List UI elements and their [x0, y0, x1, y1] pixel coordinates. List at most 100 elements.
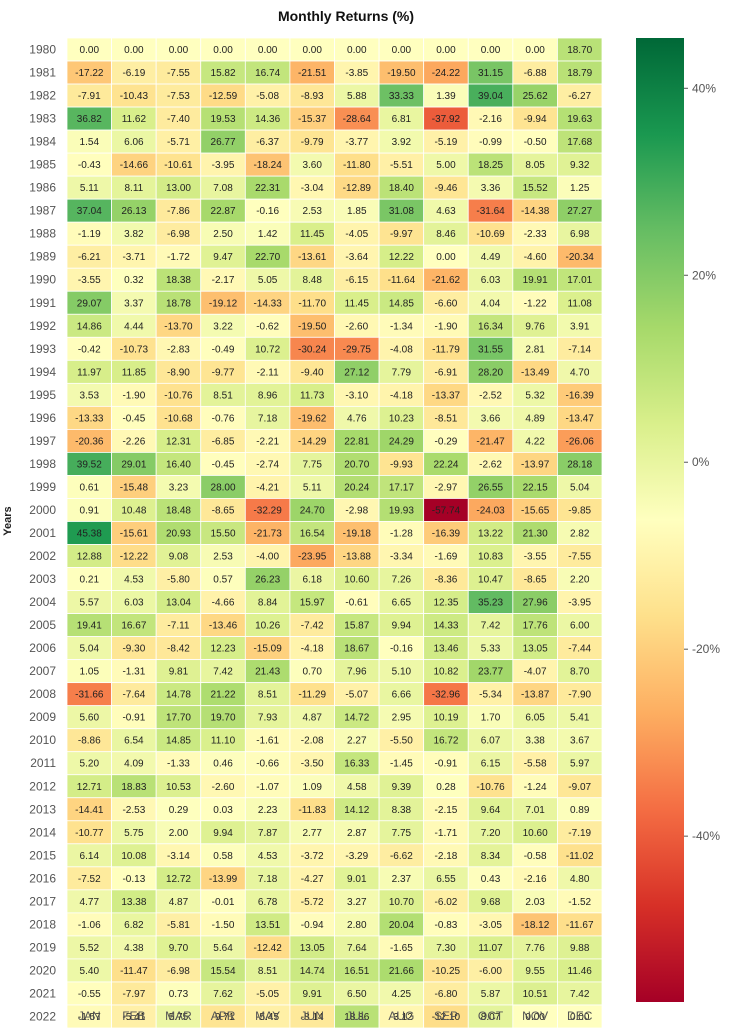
cell-value-label: 13.00: [166, 183, 191, 194]
cell-value-label: 20.04: [389, 920, 414, 931]
cell-value-label: -12.10: [432, 1012, 461, 1023]
cell-value-label: 14.72: [344, 713, 369, 724]
cell-value-label: 7.79: [392, 367, 412, 378]
cell-value-label: -8.90: [167, 367, 190, 378]
cell-value-label: -0.76: [212, 413, 235, 424]
cell-value-label: 7.93: [258, 713, 278, 724]
cell-value-label: 5.04: [80, 644, 100, 655]
cell-value-label: 19.41: [77, 621, 102, 632]
cell-value-label: -1.33: [167, 759, 190, 770]
year-tick-label: 2007: [29, 664, 56, 678]
year-tick-label: 1994: [29, 365, 56, 379]
cell-value-label: 11.73: [300, 390, 325, 401]
cell-value-label: -14.38: [521, 206, 550, 217]
cell-value-label: 0.32: [124, 275, 144, 286]
year-tick-label: 1995: [29, 388, 56, 402]
cell-value-label: 11.08: [568, 298, 593, 309]
cell-value-label: -8.51: [435, 413, 458, 424]
cell-value-label: 3.22: [213, 321, 233, 332]
cell-value-label: -10.25: [432, 966, 461, 977]
cell-value-label: 10.82: [433, 667, 458, 678]
cell-value-label: 3.82: [124, 229, 144, 240]
cell-value-label: 11.45: [345, 298, 370, 309]
cell-value-label: 4.87: [169, 897, 189, 908]
cell-value-label: -8.36: [435, 575, 458, 586]
cell-value-label: 16.34: [478, 321, 503, 332]
cell-value-label: -9.30: [122, 644, 145, 655]
cell-value-label: 17.17: [389, 482, 414, 493]
colorbar-tick-label: -20%: [692, 642, 720, 656]
cell-value-label: 18.40: [389, 183, 414, 194]
cell-value-label: -1.90: [122, 390, 145, 401]
year-tick-label: 2005: [29, 618, 56, 632]
cell-value-label: 6.06: [124, 137, 144, 148]
cell-value-label: 31.08: [389, 206, 414, 217]
cell-value-label: 29.07: [77, 298, 102, 309]
cell-value-label: -6.15: [345, 275, 368, 286]
cell-value-label: 2.27: [347, 736, 367, 747]
cell-value-label: -6.02: [435, 897, 458, 908]
colorbar-tick-label: 0%: [692, 455, 710, 469]
cell-value-label: 9.94: [392, 621, 412, 632]
cell-value-label: 2.80: [347, 920, 367, 931]
cell-value-label: 9.91: [302, 989, 322, 1000]
cell-value-label: 26.23: [255, 575, 280, 586]
year-tick-label: 2015: [29, 848, 56, 862]
cell-value-label: 19.63: [567, 114, 592, 125]
cell-value-label: 6.78: [258, 897, 278, 908]
cell-value-label: -6.00: [479, 966, 502, 977]
cell-value-label: 1.42: [258, 229, 278, 240]
cell-value-label: 1.09: [302, 782, 322, 793]
cell-value-label: 1.39: [436, 91, 456, 102]
cell-value-label: -7.86: [167, 206, 190, 217]
cell-value-label: 13.46: [433, 644, 458, 655]
cell-value-label: 0.57: [213, 575, 233, 586]
cell-value-label: 1.05: [80, 667, 100, 678]
cell-value-label: 35.23: [478, 598, 503, 609]
cell-value-label: -12.22: [120, 552, 149, 563]
cell-value-label: 18.48: [166, 505, 191, 516]
cell-value-label: -14.41: [75, 805, 104, 816]
year-tick-label: 2014: [29, 825, 56, 839]
cell-value-label: 37.04: [77, 206, 102, 217]
cell-value-label: 4.22: [525, 436, 545, 447]
year-tick-label: 2016: [29, 871, 56, 885]
cell-value-label: 8.70: [570, 667, 590, 678]
cell-value-label: -0.66: [256, 759, 279, 770]
cell-value-label: -3.50: [301, 759, 324, 770]
month-tick-label: OCT: [478, 1009, 504, 1023]
cell-value-label: 13.04: [166, 598, 191, 609]
cell-value-label: 0.00: [570, 1012, 590, 1023]
cell-value-label: 4.38: [124, 943, 144, 954]
cell-value-label: -2.53: [122, 805, 145, 816]
cell-value-label: -4.08: [390, 344, 413, 355]
cell-value-label: 18.67: [344, 644, 369, 655]
year-tick-label: 2020: [29, 963, 56, 977]
cell-value-label: -0.61: [345, 598, 368, 609]
cell-value-label: -7.40: [167, 114, 190, 125]
cell-value-label: 5.00: [436, 160, 456, 171]
cell-value-label: -2.74: [256, 459, 279, 470]
cell-value-label: -0.45: [122, 413, 145, 424]
cell-value-label: 0.28: [436, 782, 456, 793]
cell-value-label: 4.58: [347, 782, 367, 793]
year-tick-label: 2002: [29, 549, 56, 563]
cell-value-label: 16.40: [166, 459, 191, 470]
cell-value-label: 10.72: [255, 344, 280, 355]
cell-value-label: 7.76: [525, 943, 545, 954]
cell-value-label: 13.05: [523, 644, 548, 655]
cell-value-label: 13.38: [121, 897, 146, 908]
cell-value-label: -19.12: [209, 298, 238, 309]
year-tick-label: 2006: [29, 641, 56, 655]
cell-value-label: -21.73: [253, 529, 282, 540]
cell-value-label: 5.20: [80, 759, 100, 770]
year-tick-label: 2018: [29, 917, 56, 931]
cell-value-label: 7.01: [525, 805, 545, 816]
cell-value-label: 6.54: [124, 736, 144, 747]
cell-value-label: -5.80: [167, 575, 190, 586]
cell-value-label: -6.80: [435, 989, 458, 1000]
cell-value-label: 9.94: [213, 828, 233, 839]
month-tick-label: NOV: [522, 1009, 548, 1023]
cell-value-label: 15.54: [211, 966, 236, 977]
cell-value-label: 10.60: [523, 828, 548, 839]
